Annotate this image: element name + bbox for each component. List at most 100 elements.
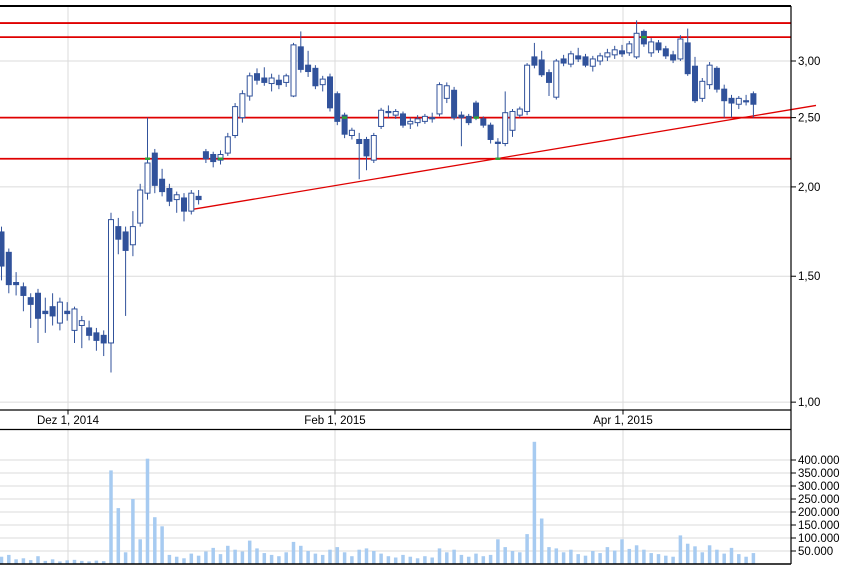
candle-body <box>509 110 516 131</box>
candle-body <box>144 162 151 194</box>
candle-body <box>188 192 195 212</box>
volume-bar <box>452 549 456 564</box>
volume-bar <box>240 551 245 564</box>
volume-bar <box>437 548 442 564</box>
candle-body <box>78 320 85 326</box>
price-tick-label: 3,00 <box>798 56 820 68</box>
volume-bar <box>510 551 515 564</box>
candle-body <box>684 42 691 75</box>
candle-body <box>195 195 202 201</box>
candle-body <box>465 115 472 124</box>
volume-bar <box>656 554 661 564</box>
candle-body <box>202 151 209 160</box>
candle-body <box>290 44 297 97</box>
candle-body <box>699 80 706 99</box>
candle-body <box>721 88 728 102</box>
candle-body <box>443 85 450 99</box>
volume-bar <box>737 554 741 564</box>
candle-body <box>283 75 290 83</box>
volume-bar <box>94 560 99 564</box>
candle-body <box>13 282 20 286</box>
green-mark <box>641 35 647 39</box>
candle-body <box>327 76 333 109</box>
candle-body <box>538 59 545 76</box>
volume-bar <box>569 549 573 564</box>
volume-tick-label: 350.000 <box>798 468 840 480</box>
candle-body <box>56 301 63 324</box>
volume-bar <box>109 470 113 564</box>
volume-bar <box>612 550 617 564</box>
candle-body <box>655 42 662 51</box>
volume-tick-label: 400.000 <box>798 455 840 467</box>
candle-body <box>173 194 180 201</box>
volume-bar <box>503 547 507 564</box>
candle-body <box>64 310 71 315</box>
volume-bar <box>627 548 632 564</box>
candle-body <box>370 135 377 161</box>
volume-bar <box>481 556 486 564</box>
candle-body <box>71 308 78 331</box>
candle-body <box>151 152 158 186</box>
date-label: Dez 1, 2014 <box>37 415 100 427</box>
volume-bar <box>685 543 690 564</box>
green-mark <box>495 157 501 160</box>
candle-body <box>86 327 93 336</box>
volume-bar <box>328 549 332 564</box>
volume-bar <box>532 441 537 564</box>
volume-bar <box>160 526 164 564</box>
volume-bar <box>0 556 4 564</box>
candle-body <box>166 187 173 202</box>
volume-bar <box>36 556 40 564</box>
volume-bar <box>357 549 361 564</box>
volume-bar <box>299 545 303 564</box>
candle-body <box>137 189 144 224</box>
volume-bar <box>153 517 157 564</box>
candle-body <box>246 75 253 97</box>
candle-body <box>546 72 552 83</box>
volume-bar <box>729 547 734 564</box>
candle-body <box>553 60 560 98</box>
volume-bar <box>138 539 142 564</box>
candle-body <box>268 77 275 85</box>
candle-body <box>633 32 640 58</box>
volume-bar <box>28 560 33 564</box>
volume-bar <box>218 554 223 564</box>
candle-body <box>626 43 633 54</box>
candle-body <box>254 73 260 81</box>
volume-bar <box>518 552 522 564</box>
candle-body <box>129 226 136 246</box>
volume-bar <box>211 547 215 564</box>
volume-bar <box>167 554 172 564</box>
candle-body <box>458 114 465 119</box>
price-tick-label: 1,50 <box>798 271 820 283</box>
candle-body <box>648 41 655 54</box>
volume-tick-label: 50.000 <box>798 546 833 558</box>
volume-bar <box>386 556 391 564</box>
volume-bar <box>342 552 347 564</box>
volume-bar <box>700 552 705 564</box>
candle-body <box>378 109 385 127</box>
volume-bar <box>204 551 208 564</box>
volume-bar <box>671 556 675 564</box>
candle-body <box>597 55 604 62</box>
candle-body <box>706 64 713 86</box>
candle-body <box>531 56 538 66</box>
trendline <box>191 104 817 211</box>
volume-bar <box>605 547 610 564</box>
candle-body <box>210 153 217 163</box>
candle-body <box>560 58 567 64</box>
volume-bar <box>466 556 471 564</box>
candle-body <box>662 48 669 57</box>
volume-bar <box>101 561 106 564</box>
volume-bar <box>715 549 719 564</box>
candle-body <box>348 129 355 137</box>
volume-bar <box>262 553 267 564</box>
volume-bar <box>372 551 376 564</box>
volume-bar <box>423 556 427 564</box>
candle-body <box>122 231 129 251</box>
volume-bar <box>561 552 566 564</box>
volume-bar <box>306 551 310 564</box>
candle-body <box>589 58 596 67</box>
volume-bar <box>634 545 639 564</box>
